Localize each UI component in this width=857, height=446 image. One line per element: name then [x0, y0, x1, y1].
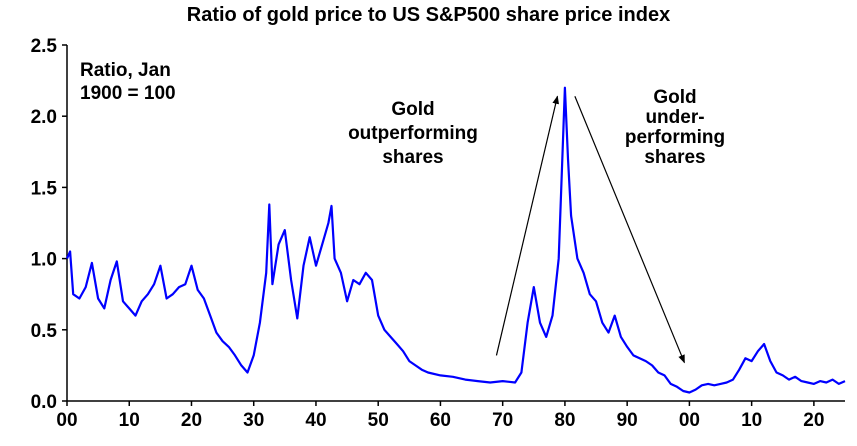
- x-tick-label: 50: [368, 410, 389, 431]
- annotation-text: shares: [644, 147, 705, 168]
- annotation-text: shares: [382, 147, 443, 168]
- y-axis-ticks: 0.0 0.5 1.0 1.5 2.0 2.5: [31, 36, 67, 413]
- chart-title: Ratio of gold price to US S&P500 share p…: [186, 4, 671, 26]
- annotation-text: under-: [645, 107, 704, 128]
- x-tick-label: 00: [679, 410, 700, 431]
- x-tick-label: 20: [181, 410, 202, 431]
- annotation-text: Ratio, Jan: [80, 60, 171, 81]
- annotation-text: Gold: [391, 99, 434, 120]
- x-tick-label: 70: [492, 410, 513, 431]
- annotation-arrow: [574, 96, 685, 364]
- annotation-text: Gold: [653, 87, 696, 108]
- series-line: [65, 86, 846, 394]
- x-tick-label: 10: [119, 410, 140, 431]
- x-tick-label: 20: [803, 410, 824, 431]
- annotation-text: 1900 = 100: [80, 83, 176, 104]
- x-tick-label: 10: [741, 410, 762, 431]
- y-tick-label: 1.5: [31, 178, 58, 199]
- annotation-text: outperforming: [348, 123, 478, 144]
- arrows-group: [495, 95, 685, 364]
- y-tick-label: 2.5: [31, 36, 58, 57]
- x-tick-label: 60: [430, 410, 451, 431]
- annotation-text: performing: [625, 127, 725, 148]
- x-tick-label: 30: [243, 410, 264, 431]
- y-tick-label: 0.0: [31, 392, 57, 413]
- axes: [66, 45, 845, 402]
- y-tick-label: 2.0: [31, 107, 57, 128]
- x-tick-label: 80: [554, 410, 575, 431]
- x-tick-label: 40: [305, 410, 326, 431]
- x-tick-label: 90: [617, 410, 638, 431]
- series-group: [65, 86, 846, 394]
- x-tick-label: 00: [56, 410, 77, 431]
- x-axis-ticks: 00 10 20 30 40 50 60 70 80 90 00 10 20: [56, 401, 824, 431]
- y-tick-label: 1.0: [31, 250, 57, 271]
- y-tick-label: 0.5: [31, 321, 58, 342]
- annotation-arrow: [495, 95, 559, 356]
